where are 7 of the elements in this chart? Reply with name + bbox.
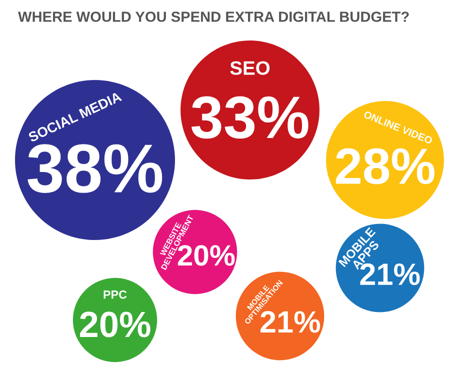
data-label: 33% <box>192 96 308 139</box>
data-label: 28% <box>336 148 434 184</box>
category-label: PPC <box>104 290 127 299</box>
text: WHERE WOULD YOU SPEND EXTRA DIGITAL BUDGET? <box>18 12 409 22</box>
category-label: SEO <box>230 61 270 75</box>
data-label: 38% <box>28 144 162 193</box>
data-label: 20% <box>80 312 150 338</box>
